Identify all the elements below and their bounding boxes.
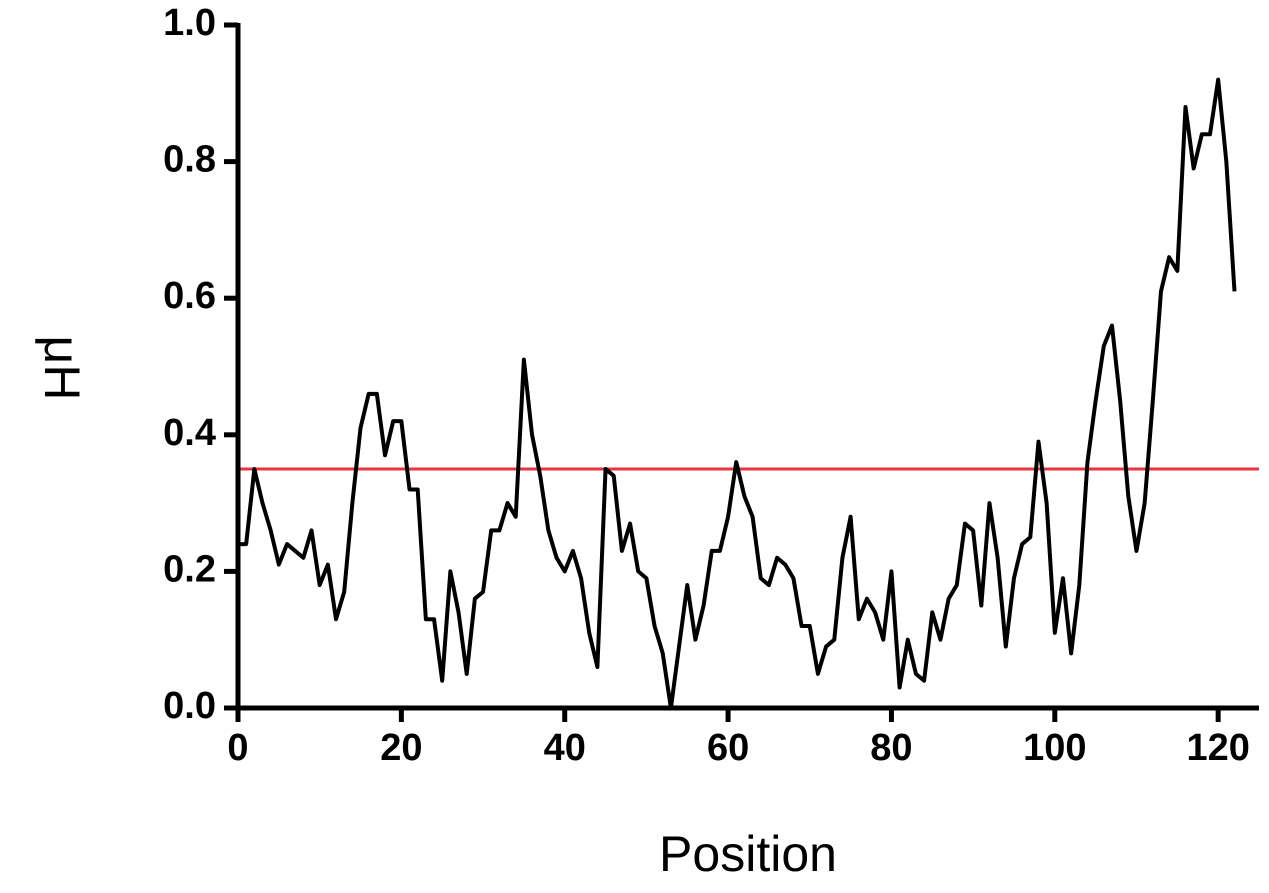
x-tick-label: 0 [227,727,248,769]
x-tick-label: 20 [380,727,422,769]
y-tick-label: 0.8 [163,139,216,181]
y-axis-title: μH [34,336,90,401]
x-tick-label: 60 [707,727,749,769]
y-tick-label: 0.6 [163,275,216,317]
y-tick-label: 0.4 [163,412,216,454]
y-tick-label: 0.0 [163,685,216,727]
y-tick-label: 1.0 [163,2,216,44]
x-axis-title: Position [659,826,837,882]
y-tick-label: 0.2 [163,548,216,590]
data-line [238,77,1237,710]
x-tick-label: 120 [1186,727,1249,769]
x-tick-label: 40 [544,727,586,769]
x-tick-label: 100 [1023,727,1086,769]
x-tick-label: 80 [870,727,912,769]
